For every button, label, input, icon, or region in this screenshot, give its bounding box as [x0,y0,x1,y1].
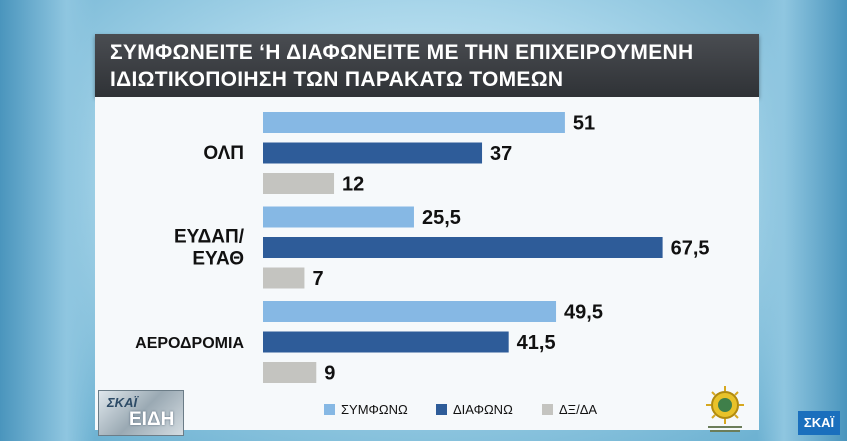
data-label: 37 [490,143,512,165]
category-label: ΑΕΡΟΔΡΟΜΙΑ [135,335,244,352]
bar [263,362,317,383]
university-logo-icon [706,386,744,432]
chart-title-line-1: ΣΥΜΦΩΝΕΙΤΕ ‘Η ΔΙΑΦΩΝΕΙΤΕ ΜΕ ΤΗΝ ΕΠΙΧΕΙΡΟ… [110,41,694,64]
bar [263,237,663,258]
data-label: 51 [573,113,595,135]
bar [263,331,509,353]
bar [263,142,483,164]
legend-swatch [436,404,447,415]
data-label: 7 [312,268,323,290]
legend-strip [95,395,759,430]
legend-label: ΔΞ/ΔΑ [559,402,597,417]
news-logo-top-text: ΣΚΑΪ [107,395,138,410]
bar [263,206,414,228]
data-label: 49,5 [564,302,603,324]
background-frame-left [0,0,95,441]
background-frame-right [757,0,847,441]
legend-label: ΔΙΑΦΩΝΩ [453,402,513,417]
category-label: ΟΛΠ [203,143,244,164]
data-label: 12 [342,174,364,196]
bar [263,112,565,133]
legend-label: ΣΥΜΦΩΝΩ [341,402,408,417]
category-label: ΕΥΔΑΠ/ [174,227,245,248]
bar [263,267,305,289]
chart-title-line-2: ΙΔΙΩΤΙΚΟΠΟΙΗΣΗ ΤΩΝ ΠΑΡΑΚΑΤΩ ΤΟΜΕΩΝ [110,68,564,91]
title-bar: ΣΥΜΦΩΝΕΙΤΕ ‘Η ΔΙΑΦΩΝΕΙΤΕ ΜΕ ΤΗΝ ΕΠΙΧΕΙΡΟ… [95,34,759,97]
bar [263,301,557,322]
news-logo: ΣΚΑΪ ΕΙΔΗ [98,390,184,436]
data-label: 41,5 [517,332,556,354]
data-label: 67,5 [671,238,710,260]
category-label: ΕΥΑΘ [192,249,244,270]
data-label: 25,5 [422,207,461,229]
news-logo-bottom-text: ΕΙΔΗ [129,409,175,430]
channel-logo: ΣΚΑΪ [798,411,840,435]
legend-swatch [542,404,553,415]
legend-swatch [324,404,335,415]
bar [263,173,335,194]
data-label: 9 [324,363,335,385]
